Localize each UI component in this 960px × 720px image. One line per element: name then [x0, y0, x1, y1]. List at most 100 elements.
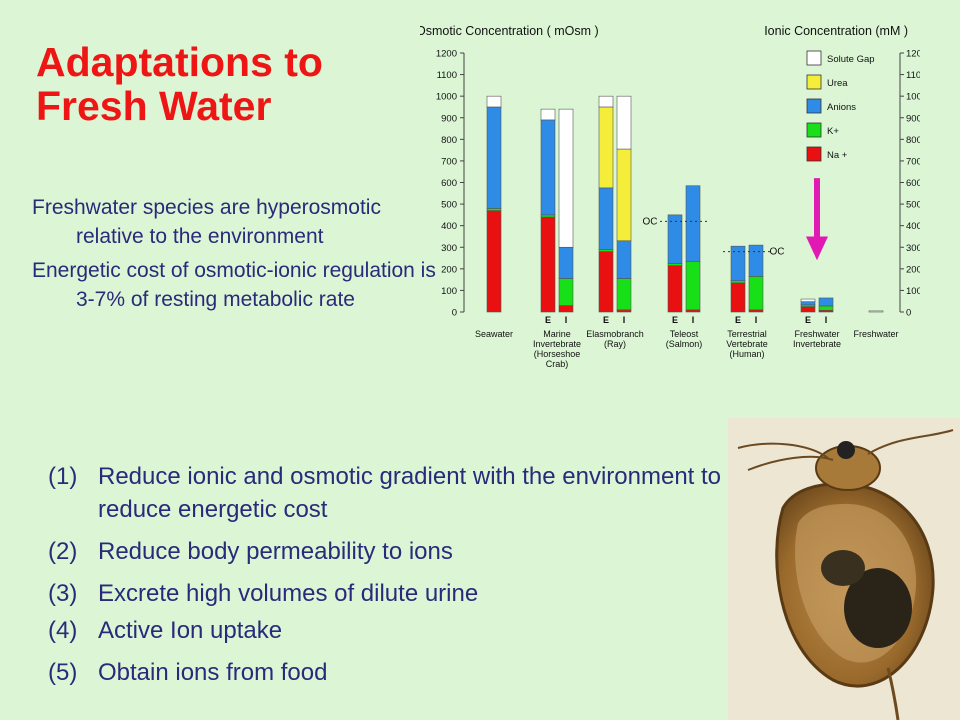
- bar-segment-na: [540, 216, 556, 313]
- highlight-arrow-head: [806, 236, 828, 261]
- left-tick-label: 100: [441, 286, 457, 297]
- bar-segment-k: [667, 263, 683, 266]
- right-tick-label: 100: [906, 286, 920, 297]
- group-label: Invertebrate: [793, 339, 841, 349]
- bar-segment-solutegap: [868, 310, 884, 313]
- bar-segment-solutegap: [486, 95, 502, 108]
- osmotic-concentration-chart: Osmotic Concentration ( mOsm ) Ionic Conc…: [420, 24, 920, 369]
- left-tick-label: 1200: [436, 49, 457, 60]
- bar-segment-na: [685, 309, 701, 313]
- legend-swatch: [806, 122, 822, 138]
- right-tick-label: 1100: [906, 70, 920, 81]
- bar-segment-urea: [598, 106, 614, 189]
- bar-tag-label: E: [672, 315, 678, 325]
- daphnia-illustration: [728, 418, 960, 720]
- bar-segment-na: [730, 282, 746, 313]
- bar-segment-k: [558, 278, 574, 306]
- bar-tag-label: E: [735, 315, 741, 325]
- group-label: Freshwater: [853, 329, 898, 339]
- bullet-hyperosmotic: Freshwater species are hyperosmotic rela…: [32, 196, 381, 248]
- right-tick-label: 400: [906, 221, 920, 232]
- bar-segment-na: [800, 306, 816, 313]
- bar-segment-anions: [558, 246, 574, 279]
- bar-segment-na: [667, 265, 683, 313]
- right-tick-label: 200: [906, 264, 920, 275]
- left-tick-label: 500: [441, 200, 457, 211]
- group-label: (Salmon): [666, 339, 703, 349]
- legend-label: Na +: [827, 150, 848, 161]
- left-tick-label: 400: [441, 221, 457, 232]
- bar-segment-solutegap: [558, 108, 574, 248]
- strategy-item: (1) Reduce ionic and osmotic gradient wi…: [48, 460, 728, 526]
- bar-segment-k: [818, 305, 834, 311]
- strategy-text: Obtain ions from food: [98, 659, 328, 686]
- strategy-text: Excrete high volumes of dilute urine: [98, 580, 479, 607]
- right-tick-label: 1000: [906, 92, 920, 103]
- right-tick-label: 300: [906, 243, 920, 254]
- bar-tag-label: E: [545, 315, 551, 325]
- group-label: Vertebrate: [726, 339, 768, 349]
- group-label: Crab): [546, 359, 569, 369]
- legend-swatch: [806, 146, 822, 162]
- left-tick-label: 900: [441, 113, 457, 124]
- group-label: (Human): [729, 349, 764, 359]
- left-tick-label: 600: [441, 178, 457, 189]
- bar-segment-na: [486, 210, 502, 313]
- bar-segment-k: [540, 214, 556, 218]
- strategy-number: (1): [48, 463, 78, 490]
- strategy-list: (1) Reduce ionic and osmotic gradient wi…: [48, 460, 728, 698]
- bar-tag-label: E: [805, 315, 811, 325]
- right-tick-label: 600: [906, 178, 920, 189]
- left-tick-label: 0: [452, 308, 457, 319]
- bar-tag-label: E: [603, 315, 609, 325]
- left-tick-label: 700: [441, 156, 457, 167]
- bar-tag-label: I: [692, 315, 695, 325]
- right-tick-label: 0: [906, 308, 911, 319]
- group-label: Terrestrial: [727, 329, 767, 339]
- left-tick-label: 800: [441, 135, 457, 146]
- bar-segment-anions: [818, 297, 834, 307]
- left-axis-title: Osmotic Concentration ( mOsm ): [420, 24, 599, 38]
- left-tick-label: 1100: [437, 70, 457, 81]
- bar-segment-anions: [667, 214, 683, 264]
- bar-tag-label: I: [825, 315, 828, 325]
- bar-segment-anions: [486, 106, 502, 209]
- legend-swatch: [806, 50, 822, 66]
- bar-tag-label: I: [565, 315, 568, 325]
- bar-segment-anions: [616, 240, 632, 279]
- bar-segment-na: [616, 309, 632, 313]
- bar-segment-anions: [685, 185, 701, 262]
- bar-segment-anions: [598, 187, 614, 250]
- legend-swatch: [806, 74, 822, 90]
- oc-label: OC: [643, 216, 658, 227]
- strategy-text: Reduce ionic and osmotic gradient with t…: [98, 463, 722, 523]
- right-tick-label: 1200: [906, 49, 920, 60]
- strategy-item: (4) Active Ion uptake: [48, 614, 728, 647]
- bar-segment-urea: [616, 148, 632, 242]
- strategy-text: Active Ion uptake: [98, 617, 283, 644]
- strategy-number: (3): [48, 580, 78, 607]
- bar-segment-na: [558, 305, 574, 313]
- bar-segment-k: [685, 260, 701, 311]
- left-tick-label: 300: [441, 243, 457, 254]
- group-label: Teleost: [670, 329, 699, 339]
- bar-segment-na: [748, 309, 764, 313]
- bar-segment-anions: [748, 244, 764, 277]
- strategy-number: (4): [48, 617, 78, 644]
- strategy-item: (5) Obtain ions from food: [48, 656, 728, 689]
- strategy-item: (3) Excrete high volumes of dilute urine: [48, 577, 728, 610]
- right-tick-label: 900: [906, 113, 920, 124]
- oc-label: OC: [770, 247, 785, 258]
- bar-segment-solutegap: [800, 298, 816, 302]
- bar-segment-k: [730, 280, 746, 284]
- title-line-2: Fresh Water: [36, 83, 272, 129]
- group-label: Marine: [543, 329, 571, 339]
- bullet-energetic-cost: Energetic cost of osmotic-ionic regulati…: [32, 259, 436, 311]
- legend-label: Solute Gap: [827, 54, 875, 65]
- bar-tag-label: I: [623, 315, 626, 325]
- strategy-number: (5): [48, 659, 78, 686]
- strategy-number: (2): [48, 538, 78, 565]
- group-label: Freshwater: [794, 329, 839, 339]
- legend-label: Anions: [827, 102, 856, 113]
- title-line-1: Adaptations to: [36, 39, 323, 85]
